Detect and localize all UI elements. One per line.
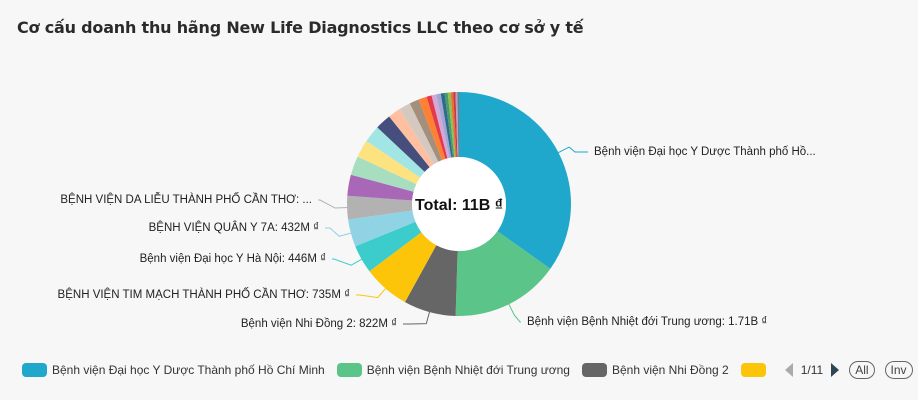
invert-selection-button[interactable]: Inv bbox=[884, 361, 913, 379]
donut-slice[interactable] bbox=[457, 92, 459, 158]
donut-hole bbox=[412, 157, 506, 251]
donut-slice[interactable] bbox=[453, 92, 458, 158]
donut-slice[interactable] bbox=[436, 93, 452, 158]
legend: Bệnh viện Đại học Y Dược Thành phố Hồ Ch… bbox=[22, 360, 913, 380]
donut-slice[interactable] bbox=[348, 210, 416, 247]
donut-slices[interactable] bbox=[347, 92, 571, 316]
donut-slice[interactable] bbox=[347, 174, 414, 201]
slice-label: BỆNH VIỆN DA LIỄU THÀNH PHỐ CẦN THƠ: ... bbox=[60, 192, 312, 206]
donut-slice[interactable] bbox=[450, 92, 457, 158]
legend-item-nhi-dong-2[interactable]: Bệnh viện Nhi Đồng 2 bbox=[581, 363, 729, 377]
donut-slice[interactable] bbox=[455, 92, 459, 158]
label-leader-line bbox=[356, 286, 388, 299]
donut-slice[interactable] bbox=[357, 140, 421, 185]
slice-label: BỆNH VIỆN TIM MẠCH THÀNH PHỐ CẦN THƠ: 73… bbox=[58, 287, 351, 301]
page-indicator: 1/11 bbox=[800, 363, 824, 377]
legend-label: Bệnh viện Bệnh Nhiệt đới Trung ương bbox=[366, 363, 570, 377]
donut-slice[interactable] bbox=[440, 92, 453, 158]
label-leader-line bbox=[403, 309, 431, 325]
donut-slice[interactable] bbox=[409, 99, 443, 162]
center-total-label: Total: 11B ₫ bbox=[415, 197, 503, 214]
slice-label: Bệnh viện Đại học Y Hà Nội: 446M ₫ bbox=[140, 253, 326, 265]
label-leader-line bbox=[507, 302, 521, 323]
legend-swatch bbox=[740, 363, 766, 377]
legend-swatch bbox=[336, 363, 362, 377]
donut-slice[interactable] bbox=[399, 103, 439, 165]
label-leader-line bbox=[332, 257, 364, 266]
label-leader-line bbox=[556, 146, 588, 154]
donut-slice[interactable] bbox=[366, 127, 425, 178]
donut-slice[interactable] bbox=[418, 96, 446, 161]
prev-page-icon[interactable] bbox=[784, 363, 793, 377]
label-leader-line bbox=[325, 227, 353, 237]
select-all-button[interactable]: All bbox=[849, 361, 875, 379]
label-leader-line bbox=[318, 199, 350, 209]
slice-labels: Bệnh viện Đại học Y Dược Thành phố Hồ...… bbox=[58, 146, 816, 330]
next-page-icon[interactable] bbox=[831, 363, 840, 377]
donut-slice[interactable] bbox=[459, 92, 571, 269]
donut-slice[interactable] bbox=[369, 232, 437, 303]
slice-label: Bệnh viện Nhi Đồng 2: 822M ₫ bbox=[241, 318, 397, 330]
legend-label: Bệnh viện Nhi Đồng 2 bbox=[611, 363, 729, 377]
donut-slice[interactable] bbox=[426, 95, 448, 160]
legend-item-tim-mach-can-tho[interactable] bbox=[740, 363, 771, 377]
donut-slice[interactable] bbox=[447, 92, 456, 158]
legend-label: Bệnh viện Đại học Y Dược Thành phố Hồ Ch… bbox=[52, 363, 325, 377]
legend-item-benh-nhiet-doi[interactable]: Bệnh viện Bệnh Nhiệt đới Trung ương bbox=[336, 363, 570, 377]
slice-label: Bệnh viện Đại học Y Dược Thành phố Hồ... bbox=[594, 146, 816, 158]
donut-slice[interactable] bbox=[347, 195, 413, 220]
donut-slice[interactable] bbox=[350, 156, 417, 192]
donut-slice[interactable] bbox=[355, 221, 422, 272]
slice-label: Bệnh viện Bệnh Nhiệt đới Trung ương: 1.7… bbox=[527, 316, 767, 328]
chart-title: Cơ cấu doanh thu hãng New Life Diagnosti… bbox=[17, 18, 584, 37]
donut-slice[interactable] bbox=[455, 231, 551, 316]
legend-item-dai-hoc-y-duoc-hcm[interactable]: Bệnh viện Đại học Y Dược Thành phố Hồ Ch… bbox=[22, 363, 325, 377]
donut-slice[interactable] bbox=[431, 94, 450, 159]
donut-slice[interactable] bbox=[377, 116, 430, 172]
donut-slice[interactable] bbox=[404, 245, 458, 316]
donut-slice[interactable] bbox=[389, 109, 435, 168]
donut-chart: Bệnh viện Đại học Y Dược Thành phố Hồ...… bbox=[58, 92, 816, 330]
slice-label: BỆNH VIỆN QUÂN Y 7A: 432M ₫ bbox=[149, 221, 319, 234]
legend-swatch bbox=[22, 363, 47, 377]
donut-slice[interactable] bbox=[444, 92, 455, 158]
legend-pager: 1/11 All Inv bbox=[784, 361, 913, 379]
legend-swatch bbox=[581, 363, 607, 377]
